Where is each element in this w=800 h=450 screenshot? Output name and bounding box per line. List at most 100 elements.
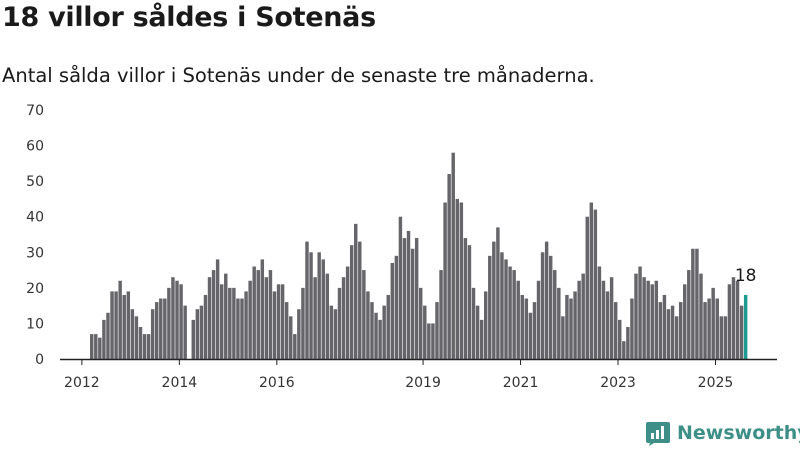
bar [597, 266, 602, 359]
bar [573, 291, 577, 359]
y-tick-label: 70 [26, 103, 44, 119]
bar [191, 319, 195, 359]
bar [447, 174, 451, 359]
bar [508, 266, 512, 359]
bar [90, 334, 94, 359]
bar [715, 298, 719, 359]
bar [272, 291, 277, 359]
bar [557, 287, 561, 359]
bar [687, 270, 691, 359]
bar [520, 294, 524, 359]
newsworthy-logo[interactable]: Newsworthy [645, 420, 800, 446]
bar [118, 280, 122, 359]
bar [427, 323, 431, 359]
bar [289, 316, 293, 359]
bar [459, 202, 464, 359]
bar [593, 209, 598, 359]
bar [707, 298, 711, 359]
bar [301, 287, 305, 359]
y-tick-label: 60 [26, 139, 44, 155]
bar [581, 273, 585, 359]
latest-value-label: 18 [735, 266, 757, 286]
bar [719, 316, 724, 359]
bar [528, 312, 533, 359]
bar [735, 280, 740, 359]
bar [280, 284, 285, 359]
x-tick-label: 2019 [405, 375, 441, 391]
bar [577, 280, 581, 359]
bar [398, 216, 403, 359]
bar [553, 270, 557, 359]
bar [313, 277, 317, 359]
bar [463, 238, 468, 359]
x-axis-ticks: 2012 2014 2016 2019 2021 2023 2025 [64, 359, 733, 391]
bar [670, 305, 675, 359]
bar [678, 302, 683, 359]
bar [370, 302, 374, 359]
bar-chart-logo-icon [646, 422, 670, 446]
bar [163, 298, 167, 359]
bar [146, 334, 151, 359]
bar [496, 227, 500, 359]
bar [410, 248, 415, 359]
bar [471, 287, 476, 359]
bar [727, 284, 732, 359]
y-tick-label: 30 [26, 245, 44, 261]
bar [309, 252, 313, 359]
x-tick-label: 2012 [64, 375, 100, 391]
bar [699, 273, 703, 359]
bar [366, 291, 370, 359]
y-tick-label: 0 [35, 352, 44, 368]
bar [276, 284, 281, 359]
bar [159, 298, 163, 359]
bar [297, 309, 301, 359]
bar [268, 270, 273, 359]
bar [479, 319, 484, 359]
bar [695, 248, 699, 359]
bar [94, 334, 98, 359]
bar [284, 302, 289, 359]
bar [561, 316, 565, 359]
bar [642, 277, 646, 359]
bar [175, 280, 179, 359]
bar [406, 230, 411, 359]
bar [544, 241, 549, 359]
bar [516, 280, 520, 359]
bar [402, 238, 407, 359]
bar [130, 309, 135, 359]
bar [605, 291, 610, 359]
bar [524, 298, 529, 359]
bar [666, 309, 671, 359]
bar [548, 255, 553, 359]
bar [199, 305, 204, 359]
bar [358, 241, 362, 359]
bar [102, 319, 106, 359]
bar [443, 202, 447, 359]
bar [646, 280, 650, 359]
bar [260, 259, 265, 359]
bars [90, 152, 748, 359]
bar [601, 280, 606, 359]
bar [211, 270, 216, 359]
bar [248, 280, 252, 359]
bar [386, 294, 390, 359]
bar [423, 305, 427, 359]
bar [569, 298, 573, 359]
brand-name: Newsworthy [677, 422, 800, 444]
bar [215, 259, 220, 359]
bar [662, 294, 667, 359]
bar [467, 245, 472, 359]
bar [565, 294, 569, 359]
bar [683, 284, 687, 359]
bar [504, 259, 508, 359]
bar [390, 262, 395, 359]
bar [167, 287, 171, 359]
bar [110, 291, 114, 359]
bar [638, 266, 642, 359]
bar [317, 252, 321, 359]
bar [439, 270, 443, 359]
bar [455, 198, 460, 359]
bar [305, 241, 309, 359]
bar [114, 291, 118, 359]
bar [711, 287, 715, 359]
